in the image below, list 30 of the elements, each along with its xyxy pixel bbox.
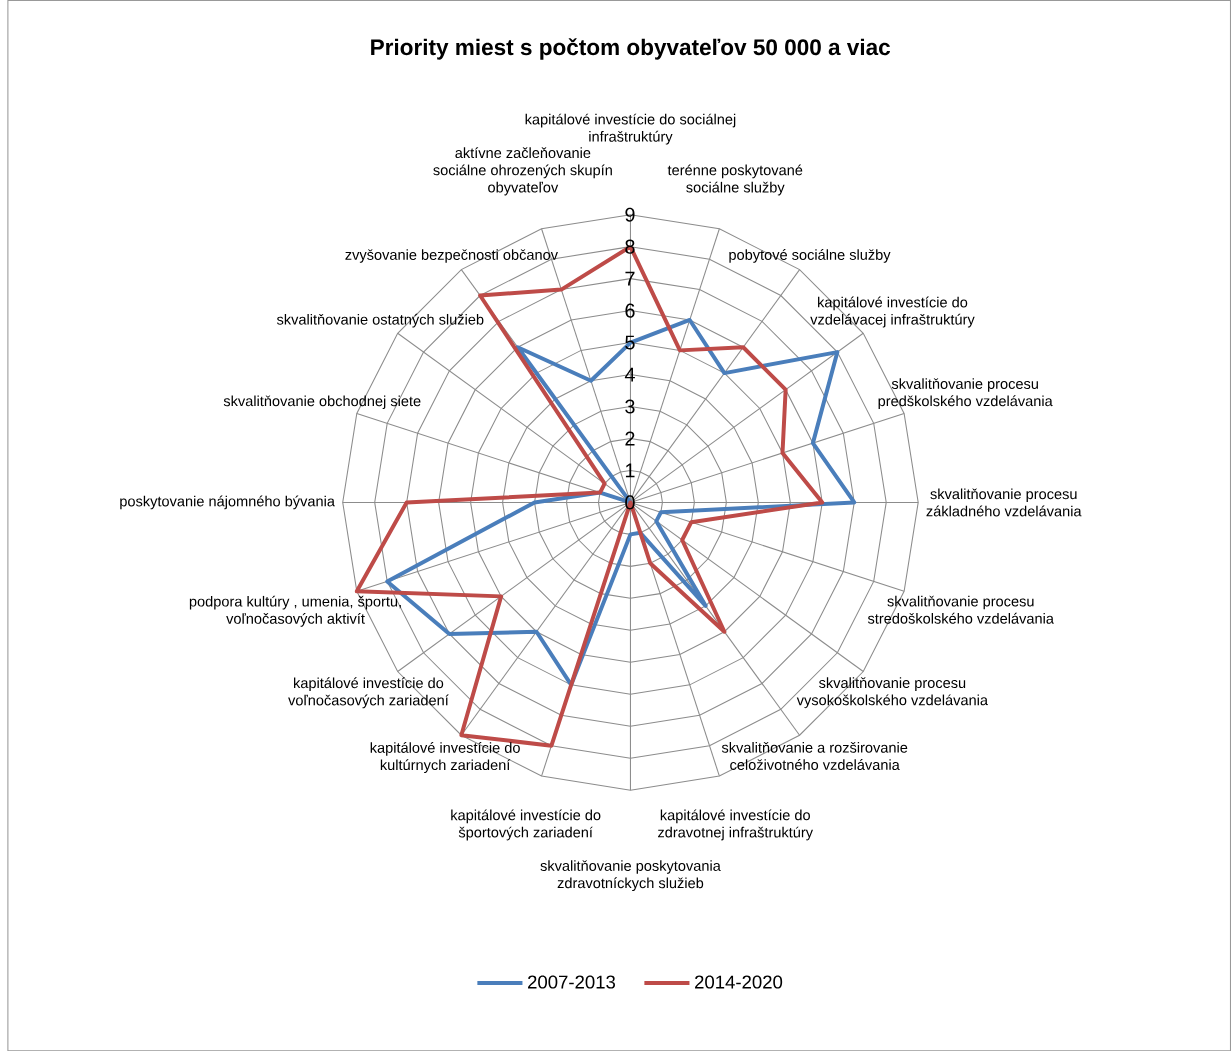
spoke-label: skvalitňovanie poskytovania zdravotníckych služieb [540,860,721,891]
spoke-label: kapitálové investície do sociálnej infraštruktúry [525,113,736,145]
spoke-label: pobytové sociálne služby [729,248,891,263]
spoke-label: terénne poskytované sociálne služby [667,164,803,196]
spoke-label: kapitálové investície do športových zariadení [451,809,601,841]
y-tick-label: 7 [625,271,635,286]
spoke-label: skvalitňovanie procesu vysokoškolského vzdelávania [796,677,989,709]
spoke-label: skvalitňovanie ostatných služieb [276,313,484,328]
spoke-label: kapitálové investície do voľnočasových zariadení [288,677,449,709]
spoke-label: skvalitňovanie procesu predškolského vzdelávania [878,378,1053,409]
spoke-label: podpora kultúry , umenia, športu, voľnočasových aktivít [189,595,401,627]
spoke-label: skvalitňovanie procesu základného vzdelávania [926,488,1082,517]
y-tick-label: 9 [625,207,635,222]
y-tick-label: 4 [624,367,635,382]
spoke-label: kapitálové investície do zdravotnej infraštruktúry [658,809,813,841]
chart-title: Priority miest s počtom obyvateľov 50 000 a viac [371,38,891,60]
spoke-label: aktívne začleňovanie sociálne ohrozených skupín obyvateľov [433,147,612,196]
spoke-label: skvalitňovanie procesu stredoškolského vzdelávania [867,595,1054,624]
spoke-label: kapitálové investície do vzdelávacej infraštruktúry [810,296,975,328]
legend-label: 2014-2020 [695,975,783,989]
y-tick-label: 6 [625,303,635,318]
legend-label: 2007-2013 [528,975,616,989]
spoke-label: skvalitňovanie a rozširovanie celoživotného vzdelávania [721,741,908,770]
spoke-label: poskytovanie nájomného bývania [120,495,335,510]
spoke-label: skvalitňovanie obchodnej siete [223,395,421,409]
y-tick-label: 2 [625,431,635,446]
y-tick-label: 3 [625,399,635,414]
spoke-label: kapitálové investície do kultúrnych zariadení [370,741,520,773]
spoke-label: zvyšovanie bezpečnosti občanov [345,249,558,263]
y-tick-label: 1 [625,463,635,478]
